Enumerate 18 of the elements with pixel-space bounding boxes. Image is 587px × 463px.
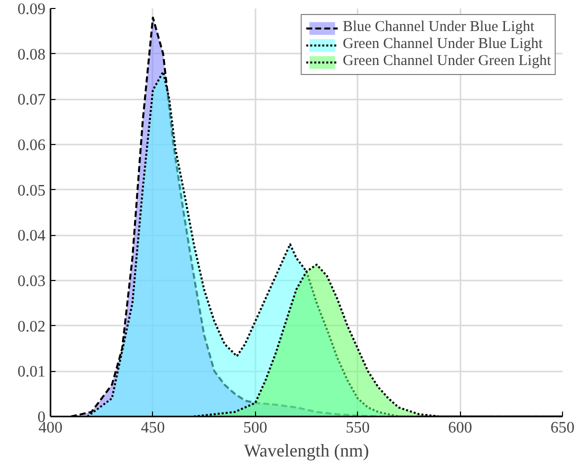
y-tick-label: 0.05 <box>18 182 46 200</box>
x-axis-title: Wavelength (nm) <box>244 440 370 460</box>
y-tick-label: 0.06 <box>18 137 46 154</box>
x-tick-label: 600 <box>448 420 472 436</box>
y-tick-label: 0.08 <box>18 46 46 64</box>
y-tick-label: 0.09 <box>18 1 46 18</box>
x-tick-label: 450 <box>140 420 165 436</box>
x-tick-label: 550 <box>346 420 370 436</box>
y-tick-label: 0.01 <box>18 364 46 381</box>
y-tick-label: 0.04 <box>18 228 46 245</box>
legend-label: Green Channel Under Blue Light <box>342 36 543 53</box>
legend-label: Green Channel Under Green Light <box>342 53 551 70</box>
legend-label: Blue Channel Under Blue Light <box>342 19 534 36</box>
y-tick-label: 0.03 <box>18 273 46 290</box>
x-tick-label: 650 <box>550 420 574 436</box>
y-tick-label: 0.07 <box>18 92 46 109</box>
y-tick-label: 0.02 <box>18 318 46 336</box>
x-tick-label: 500 <box>243 420 268 436</box>
